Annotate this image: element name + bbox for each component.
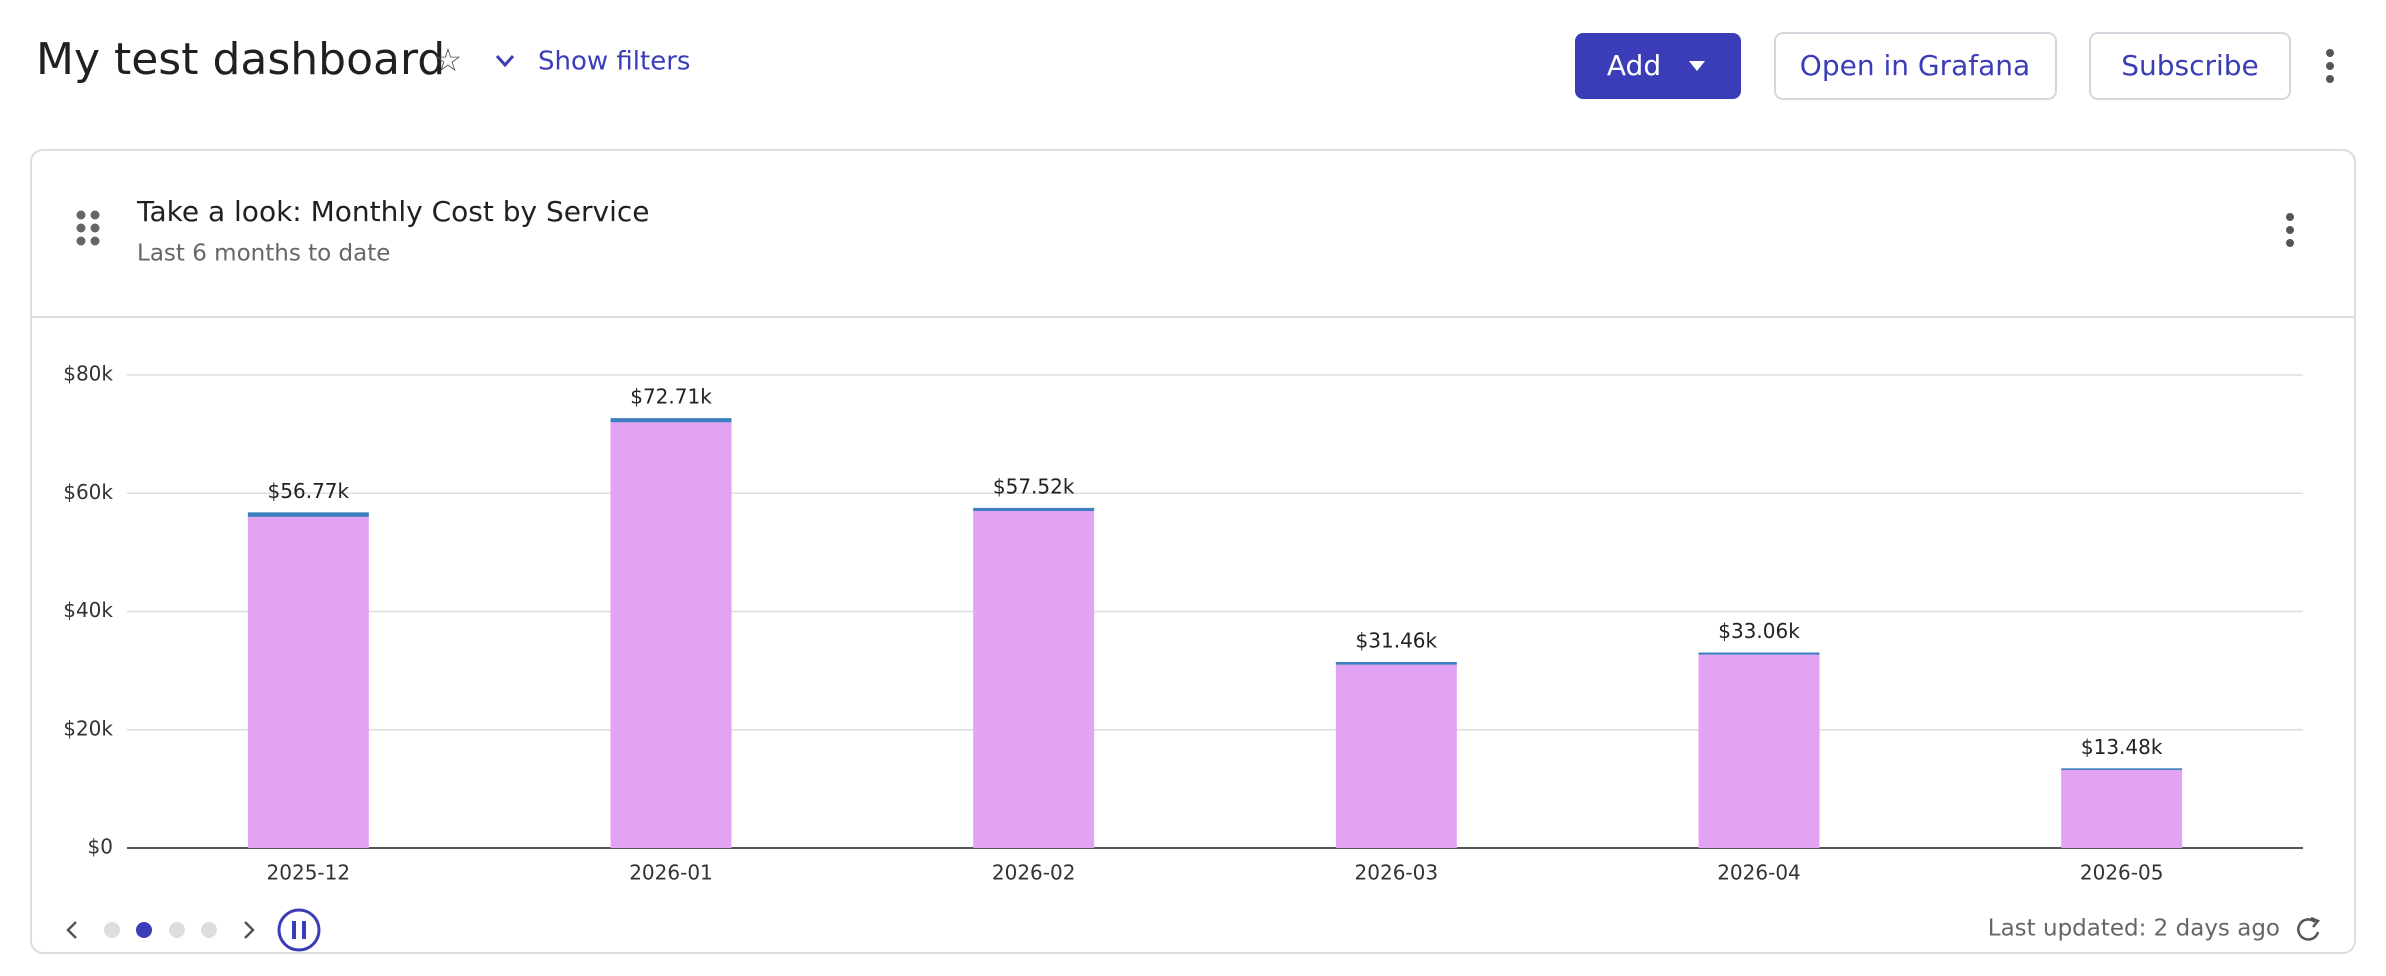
next-arrow[interactable] <box>244 921 255 939</box>
bar-segment <box>247 512 369 517</box>
add-label[interactable]: Add <box>1607 49 1661 82</box>
grafana-button[interactable] <box>1774 32 2057 100</box>
bar-segment <box>610 418 732 423</box>
x-tick-label: 2025-12 <box>267 861 351 885</box>
total-label: $33.06k <box>1718 619 1800 643</box>
page-dot[interactable] <box>104 922 120 938</box>
panel-menu[interactable] <box>2286 213 2294 247</box>
drag-handle[interactable] <box>76 210 100 246</box>
panel-title: Take a look: Monthly Cost by Service <box>136 195 650 228</box>
page-dot[interactable] <box>136 922 152 938</box>
bar-segment <box>247 516 369 848</box>
y-tick-label: $20k <box>63 716 113 740</box>
panel-subtitle: Last 6 months to date <box>137 241 390 267</box>
x-tick-label: 2026-04 <box>1717 861 1801 885</box>
y-tick-label: $60k <box>63 480 113 504</box>
grafana-label[interactable]: Open in Grafana <box>1800 49 2030 82</box>
refresh-icon[interactable] <box>2297 918 2320 941</box>
bar-segment <box>610 422 732 848</box>
y-tick-label: $40k <box>63 598 113 622</box>
bar-segment <box>973 510 1095 848</box>
x-tick-label: 2026-05 <box>2080 861 2164 885</box>
pause-bar[interactable] <box>302 921 306 939</box>
subscribe-label[interactable]: Subscribe <box>2121 49 2259 82</box>
page-dot[interactable] <box>201 922 217 938</box>
total-label: $57.52k <box>993 474 1075 498</box>
subscribe-button[interactable] <box>2089 32 2291 100</box>
panel <box>30 149 2356 954</box>
caret[interactable] <box>1689 61 1705 71</box>
plot: $0 $20k $40k $60k $80k $56.77k 2025-12 $72.71k 2… <box>63 362 2303 885</box>
bar-segment <box>2061 768 2183 770</box>
pause-bar[interactable] <box>292 921 296 939</box>
y-tick-label: $80k <box>63 362 113 386</box>
pause-button[interactable] <box>277 908 321 952</box>
add-button[interactable] <box>1575 33 1741 99</box>
bar-segment <box>1698 654 1820 848</box>
page-dot[interactable] <box>169 922 185 938</box>
show-filters[interactable]: Show filters <box>538 47 690 77</box>
bar-segment <box>2061 769 2183 848</box>
bar-segment <box>1335 661 1457 665</box>
x-tick-label: 2026-02 <box>992 861 1076 885</box>
page-menu[interactable] <box>2326 49 2334 83</box>
refresh-arrow[interactable] <box>2310 916 2321 928</box>
last-updated: Last updated: 2 days ago <box>1988 916 2280 942</box>
total-label: $56.77k <box>268 479 350 503</box>
dashboard-title: My test dashboard <box>36 34 445 85</box>
total-label: $72.71k <box>630 385 712 409</box>
chevron-icon[interactable] <box>495 55 515 68</box>
bar-segment <box>1335 664 1457 848</box>
total-label: $13.48k <box>2081 735 2163 759</box>
star-icon[interactable]: ☆ <box>434 41 463 79</box>
x-tick-label: 2026-01 <box>629 861 713 885</box>
bar-segment <box>1698 652 1820 655</box>
x-tick-label: 2026-03 <box>1355 861 1439 885</box>
y-tick-label: $0 <box>88 835 113 859</box>
prev-arrow[interactable] <box>66 921 77 939</box>
bar-segment <box>973 507 1095 511</box>
total-label: $31.46k <box>1356 628 1438 652</box>
